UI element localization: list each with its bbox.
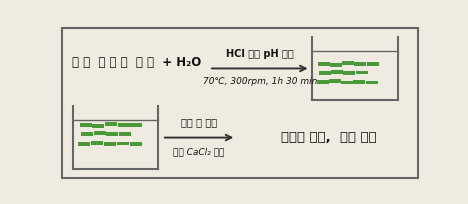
Bar — [117, 123, 130, 127]
Bar — [318, 62, 330, 66]
Bar — [319, 71, 331, 75]
Bar — [353, 80, 365, 84]
Bar — [331, 70, 343, 74]
Text: 에탄올 첨가,  용매 제거: 에탄올 첨가, 용매 제거 — [281, 131, 377, 144]
Bar — [366, 81, 378, 84]
Bar — [342, 61, 354, 65]
Bar — [317, 80, 329, 84]
Bar — [81, 132, 93, 136]
Text: 70℃, 300rpm, 1h 30 min: 70℃, 300rpm, 1h 30 min — [203, 76, 317, 85]
Bar — [329, 80, 341, 83]
Bar — [130, 142, 141, 146]
Bar — [80, 123, 92, 126]
Bar — [105, 122, 117, 126]
FancyBboxPatch shape — [62, 28, 417, 178]
Bar — [354, 62, 366, 66]
Bar — [130, 123, 142, 126]
Bar — [341, 81, 353, 84]
Bar — [91, 141, 103, 145]
Bar — [117, 142, 129, 145]
Bar — [79, 142, 90, 146]
Text: HCl 첨가 pH 조절: HCl 첨가 pH 조절 — [226, 49, 294, 59]
Bar — [92, 124, 104, 128]
Bar — [343, 71, 355, 75]
Bar — [119, 132, 131, 136]
Text: 농축 CaCl₂ 첨가: 농축 CaCl₂ 첨가 — [173, 147, 225, 156]
Bar — [367, 62, 379, 66]
Bar — [104, 142, 116, 146]
Bar — [94, 132, 106, 135]
Bar — [330, 63, 342, 67]
Text: 감압 후 중화: 감압 후 중화 — [181, 117, 217, 127]
Bar — [106, 132, 118, 136]
Bar — [356, 71, 368, 74]
Text: 염 분  제 거 한  시 료  + H₂O: 염 분 제 거 한 시 료 + H₂O — [72, 57, 201, 70]
